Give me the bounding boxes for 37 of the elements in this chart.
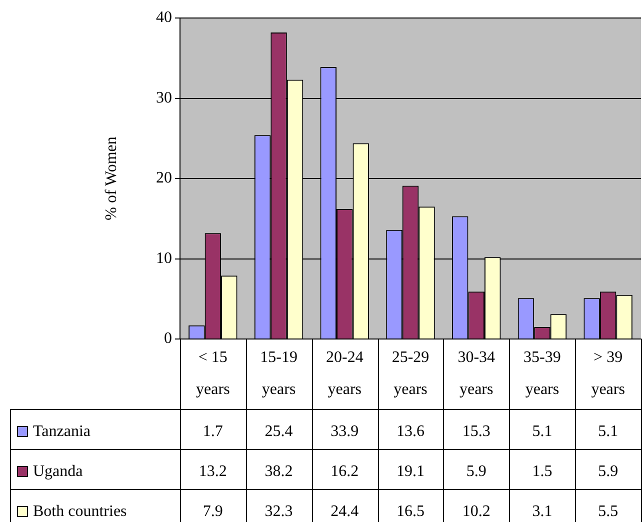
- data-label: 32.3: [264, 503, 293, 520]
- data-label: 5.9: [598, 463, 618, 480]
- y-tick-label: 30: [156, 89, 172, 106]
- x-tick-label: 15-19 years: [260, 349, 298, 398]
- x-tick-label: < 15 years: [196, 349, 230, 398]
- legend-label: Uganda: [33, 463, 83, 480]
- data-label: 5.9: [466, 463, 486, 480]
- data-label: 15.3: [462, 423, 490, 440]
- y-tick-label: 20: [156, 170, 172, 187]
- data-label: 1.5: [532, 463, 552, 480]
- y-tick-label: 10: [156, 250, 172, 267]
- data-label: 1.7: [202, 423, 223, 440]
- x-tick-label: 20-24 years: [326, 349, 364, 398]
- data-label: 19.1: [396, 463, 424, 480]
- x-tick-label: 30-34 years: [458, 349, 496, 398]
- legend-label: Tanzania: [33, 423, 91, 440]
- data-label: 13.2: [198, 463, 227, 480]
- data-label: 33.9: [330, 423, 359, 440]
- data-label: 10.2: [462, 503, 490, 520]
- data-label: 5.5: [598, 503, 618, 520]
- data-label: 5.1: [532, 423, 552, 440]
- data-label: 13.6: [396, 423, 424, 440]
- x-tick-label: > 39 years: [591, 349, 625, 398]
- y-tick-label: 0: [164, 330, 172, 348]
- data-label: 38.2: [264, 463, 293, 480]
- x-tick-label: 35-39 years: [524, 349, 561, 398]
- data-label: 16.2: [330, 463, 359, 480]
- y-axis-title: % of Women: [102, 136, 120, 220]
- x-tick-label: 25-29 years: [392, 349, 430, 398]
- data-label: 25.4: [264, 423, 293, 440]
- data-label: 3.1: [532, 503, 552, 520]
- data-label: 16.5: [396, 503, 424, 520]
- data-label: 24.4: [330, 503, 359, 520]
- legend-label: Both countries: [33, 503, 127, 520]
- y-tick-label: 40: [156, 9, 172, 26]
- data-label: 7.9: [202, 503, 223, 520]
- data-label: 5.1: [598, 423, 618, 440]
